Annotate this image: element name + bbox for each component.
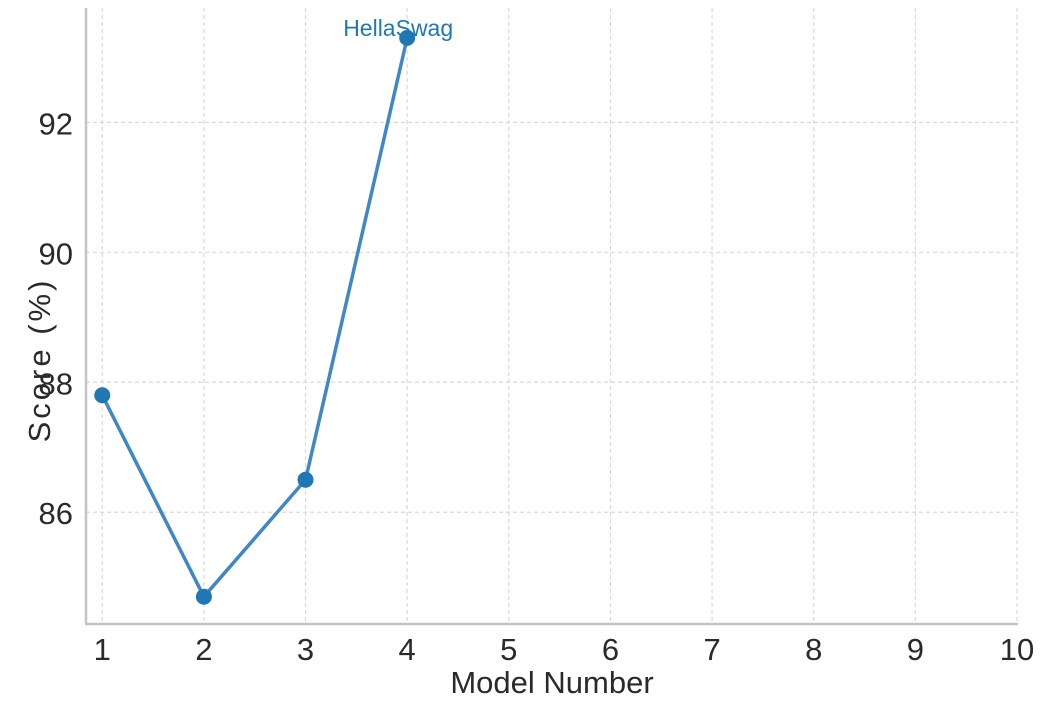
x-tick-label: 1 (94, 632, 111, 667)
data-line (100, 36, 409, 599)
x-tick-label: 2 (195, 632, 212, 667)
x-tick-label: 8 (805, 632, 822, 667)
horizontal-gridlines (86, 121, 1018, 513)
data-point (94, 387, 111, 404)
y-tick-label: 90 (39, 236, 73, 271)
data-point (195, 588, 212, 605)
x-tick-label: 4 (399, 632, 416, 667)
x-tick-label: 9 (907, 632, 924, 667)
data-point (297, 471, 314, 488)
x-tick-label: 6 (602, 632, 619, 667)
x-tick-label: 3 (297, 632, 314, 667)
y-tick-labels: 86 88 90 92 (39, 106, 73, 531)
annotation-hellaswag: HellaSwag (343, 15, 453, 41)
data-points (94, 29, 416, 605)
data-point (399, 29, 416, 46)
x-tick-label: 10 (1000, 632, 1034, 667)
x-tick-labels: 1 2 3 4 5 6 7 8 9 10 (94, 632, 1035, 667)
y-tick-label: 86 (39, 496, 73, 531)
vertical-gridlines (101, 8, 1018, 624)
x-tick-label: 5 (500, 632, 517, 667)
y-axis-label: Score (%) (22, 278, 57, 443)
x-tick-label: 7 (703, 632, 720, 667)
y-tick-label: 92 (39, 106, 73, 141)
x-axis-label: Model Number (450, 665, 653, 700)
y-tick-label: 88 (39, 366, 73, 401)
